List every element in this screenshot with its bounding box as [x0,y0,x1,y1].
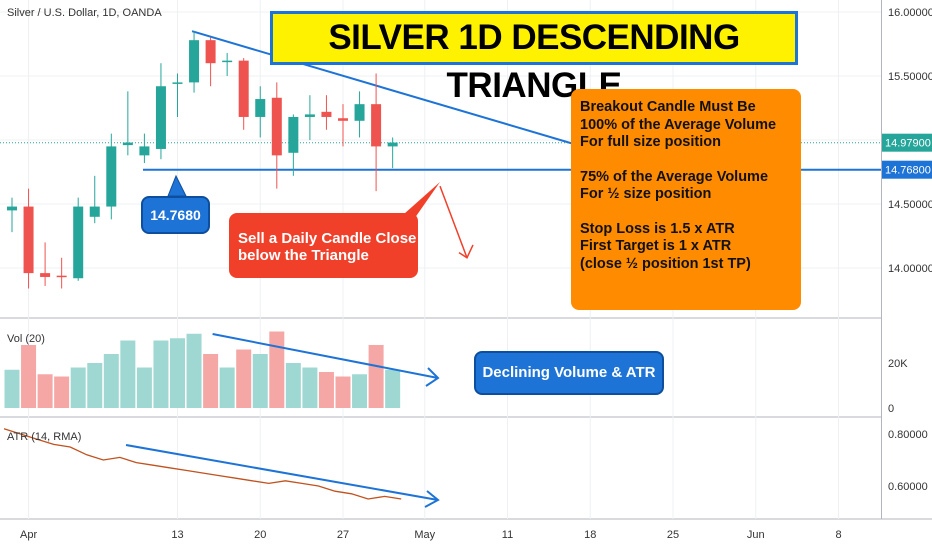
volume-bar [318,372,334,408]
price-badge-label: 14.97900 [885,138,931,150]
time-tick-label: 11 [502,529,513,541]
volume-bar [285,363,301,408]
atr-arrowhead [424,490,440,508]
candle-body [106,146,117,207]
time-tick-label: Jun [747,529,765,541]
time-tick-label: 27 [337,529,349,541]
volume-bar [352,374,368,408]
candle-body [321,111,332,117]
rule-line: Breakout Candle Must Be [580,99,756,115]
sell-line-2: below the Triangle [238,247,369,264]
rule-line: Stop Loss is 1.5 x ATR [580,220,735,237]
candle-body [40,273,51,277]
candle-body [155,86,166,149]
rule-line: 75% of the Average Volume [580,168,769,185]
candle-body [23,206,34,274]
volume-bar [54,376,70,408]
candle-body [271,97,282,156]
time-tick-label: 25 [667,529,679,541]
rule-spacer [580,204,801,221]
volume-bar [87,363,103,408]
level-callout: 14.7680 [141,196,210,234]
atr-tick-label: 0.80000 [888,429,928,441]
volume-tick-label: 20K [888,358,908,370]
price-tick-label: 14.00000 [888,263,932,275]
volume-bar [368,345,384,408]
candle-body [255,99,266,117]
resistance-trendline [191,30,596,152]
volume-bar [219,367,235,408]
candle-body [73,206,84,279]
volume-bar [153,340,169,408]
volume-bar [236,349,252,408]
volume-atr-callout: Declining Volume & ATR [474,351,664,395]
candle-body [172,82,183,84]
sell-signal-callout: Sell a Daily Candle Close below the Tria… [229,213,418,278]
volume-bar [136,367,152,408]
rule-line: For ½ size position [580,186,712,202]
volume-bar [252,354,268,408]
candle-body [56,275,67,278]
volume-bar [170,338,185,408]
rule-line: 100% of the Average Volume [580,116,777,133]
breakdown-arrowhead [458,244,474,259]
volume-bar [4,369,20,408]
volume-indicator-label: Vol (20) [7,333,45,345]
time-tick-label: May [414,529,435,541]
candle-body [189,40,200,83]
candle-body [139,146,150,156]
symbol-label: Silver / U.S. Dollar, 1D, OANDA [7,7,162,19]
atr-indicator-label: ATR (14, RMA) [7,431,82,443]
volume-bar [103,354,119,408]
candle-body [205,40,216,64]
volume-bar [203,354,219,408]
candle-body [338,118,348,121]
candle-body [304,114,315,117]
volume-bar [302,367,318,408]
price-tick-label: 15.50000 [888,71,932,83]
price-badge [882,133,932,152]
candle-body [354,104,365,121]
time-tick-label: 18 [584,529,596,541]
volume-trendline [212,333,439,379]
candle-body [371,104,382,147]
volume-bar [269,331,285,408]
chart-title-callout: SILVER 1D DESCENDING TRIANGLE [270,11,798,105]
volume-bar [21,345,37,408]
price-badge [882,160,932,179]
trade-rules-callout: Breakout Candle Must Be 100% of the Aver… [571,89,801,310]
candle-body [288,116,299,153]
candle-body [387,142,398,147]
sell-callout-pointer [404,182,440,222]
candle-body [122,142,133,146]
atr-line [3,428,402,500]
time-tick-label: 8 [835,529,841,541]
volume-tick-label: 0 [888,403,894,415]
volume-bar [385,369,401,408]
volume-bar [37,374,53,408]
volume-arrowhead [425,367,440,387]
candle-body [238,60,249,117]
volume-bar [70,367,86,408]
atr-tick-label: 0.60000 [888,481,928,493]
price-badge-label: 14.76800 [885,165,931,177]
volume-bar [120,340,136,408]
price-tick-label: 16.00000 [888,7,932,19]
volume-bar [335,376,351,408]
rule-spacer [580,152,801,169]
rule-line: For full size position [580,134,721,150]
price-tick-label: 14.50000 [888,199,932,211]
candle-body [222,60,233,63]
candle-body [7,206,17,211]
volume-bar [186,333,202,408]
time-tick-label: 13 [171,529,183,541]
rule-line: First Target is 1 x ATR [580,238,732,254]
candle-body [89,206,100,217]
breakdown-arrow [439,185,468,259]
time-tick-label: 20 [254,529,266,541]
sell-line-1: Sell a Daily Candle Close [238,230,417,247]
atr-trendline [125,444,439,501]
rule-line: (close ½ position 1st TP) [580,255,751,272]
time-tick-label: Apr [20,529,37,541]
